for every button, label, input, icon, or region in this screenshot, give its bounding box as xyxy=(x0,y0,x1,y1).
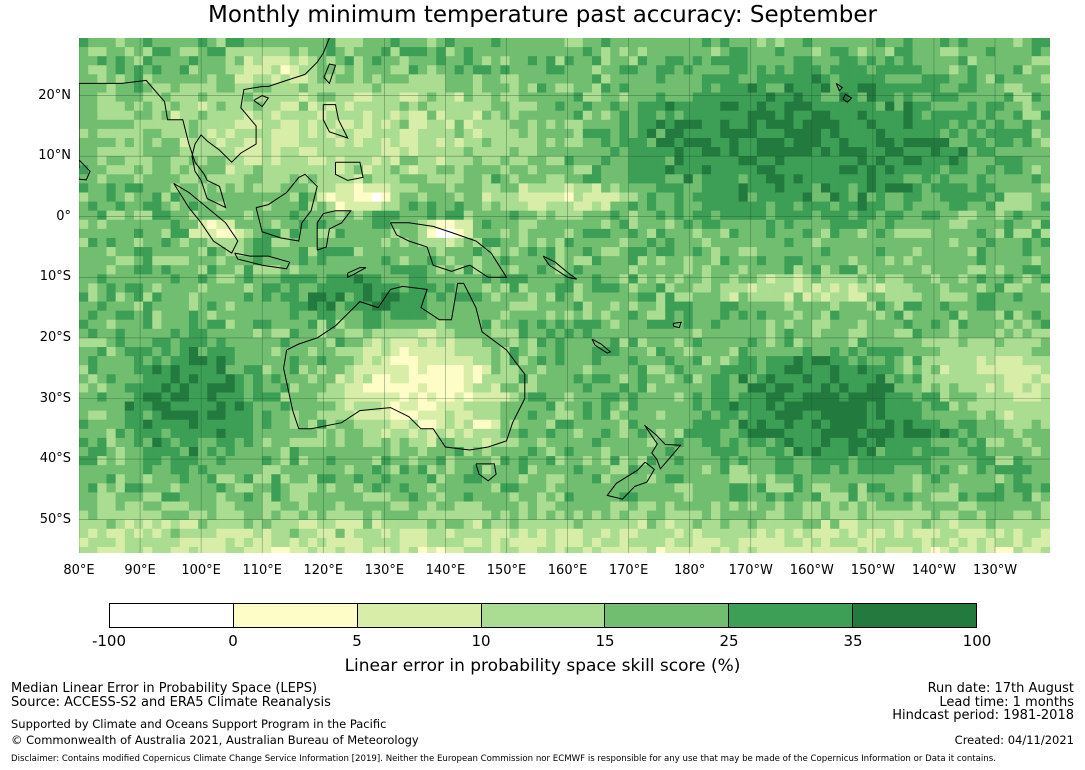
coastline xyxy=(606,461,655,500)
lat-label: 0° xyxy=(56,208,71,224)
lon-label: 130°E xyxy=(364,563,405,578)
run-date: Run date: 17th August xyxy=(927,681,1074,696)
lat-label: 10°S xyxy=(39,269,71,285)
lat-label: 20°S xyxy=(39,329,71,345)
support-note: Supported by Climate and Oceans Support … xyxy=(11,717,387,731)
coastline xyxy=(255,173,318,242)
coastline xyxy=(322,104,349,139)
coastline xyxy=(672,321,682,329)
chart-title: Monthly minimum temperature past accurac… xyxy=(207,2,878,28)
coastline xyxy=(283,282,526,451)
coastline xyxy=(253,95,270,108)
lon-label: 170°W xyxy=(728,563,773,578)
lat-label: 10°N xyxy=(38,148,71,164)
coastline xyxy=(335,161,364,181)
lon-label: 160°W xyxy=(789,563,834,578)
skill-cells xyxy=(79,38,1050,553)
colorbar xyxy=(109,603,977,628)
coastline xyxy=(644,424,682,470)
coastline xyxy=(542,255,577,280)
lon-label: 150°E xyxy=(486,563,527,578)
coastline xyxy=(79,38,330,209)
lon-label: 140°E xyxy=(425,563,466,578)
copyright-note: © Commonwealth of Australia 2021, Austra… xyxy=(11,733,419,747)
coastline xyxy=(842,93,853,103)
colorbar-segment xyxy=(481,604,606,627)
coastline xyxy=(475,463,497,482)
gridlines xyxy=(79,38,1050,553)
coastline xyxy=(79,159,91,181)
lon-label: 120°E xyxy=(303,563,344,578)
coastline xyxy=(234,252,291,270)
coastline xyxy=(835,82,844,92)
lon-label: 170°E xyxy=(608,563,649,578)
lon-label: 80°E xyxy=(63,563,95,578)
colorbar-tick-label: 5 xyxy=(352,632,362,650)
hindcast-period: Hindcast period: 1981-2018 xyxy=(892,708,1074,723)
coastline xyxy=(390,222,508,278)
colorbar-label: Linear error in probability space skill … xyxy=(344,656,741,676)
colorbar-segment xyxy=(729,604,854,627)
lead-time: Lead time: 1 months xyxy=(939,695,1074,710)
colorbar-tick-label: 0 xyxy=(228,632,238,650)
colorbar-segment xyxy=(357,604,482,627)
colorbar-tick-label: 35 xyxy=(843,632,863,650)
coastline xyxy=(316,210,352,251)
colorbar-segment xyxy=(110,604,234,627)
colorbar-segment xyxy=(233,604,358,627)
lon-label: 140°W xyxy=(911,563,957,578)
coastline xyxy=(591,338,612,354)
lon-label: 150°W xyxy=(850,563,895,578)
colorbar-tick-label: 25 xyxy=(719,632,739,650)
lat-label: 40°S xyxy=(39,451,71,467)
lon-label: 160°E xyxy=(547,563,588,578)
disclaimer: Disclaimer: Contains modified Copernicus… xyxy=(11,754,996,764)
colorbar-segment xyxy=(605,604,730,627)
lon-label: 130°W xyxy=(972,563,1018,578)
lat-label: 50°S xyxy=(39,511,71,527)
colorbar-segment xyxy=(853,604,977,627)
lon-label: 90°E xyxy=(124,563,156,578)
colorbar-tick-label: 15 xyxy=(595,632,615,650)
lat-label: 20°N xyxy=(38,87,71,103)
lon-label: 110°E xyxy=(242,563,282,578)
lon-label: 100°E xyxy=(181,563,221,578)
source-note: Source: ACCESS-S2 and ERA5 Climate Reana… xyxy=(11,695,331,710)
colorbar-tick-label: 10 xyxy=(471,632,491,650)
lon-label: 180° xyxy=(674,563,706,578)
coastline xyxy=(347,267,367,279)
colorbar-tick-label: 100 xyxy=(962,632,992,650)
created-date: Created: 04/11/2021 xyxy=(954,733,1074,747)
coastline xyxy=(323,63,337,85)
coastlines xyxy=(79,38,853,500)
lat-label: 30°S xyxy=(39,390,71,406)
coastline xyxy=(173,182,239,254)
skill-map xyxy=(79,38,1050,553)
colorbar-tick-label: -100 xyxy=(91,632,127,650)
method-note: Median Linear Error in Probability Space… xyxy=(11,681,318,696)
